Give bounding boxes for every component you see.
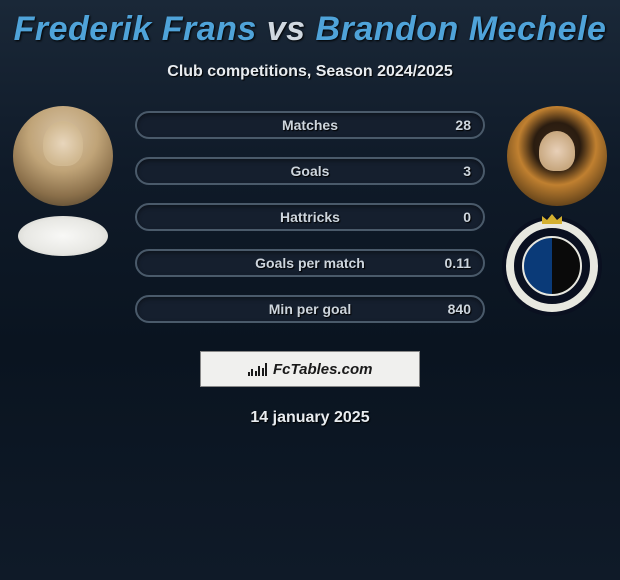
player2-avatar xyxy=(507,106,607,206)
stat-right-value: 840 xyxy=(448,301,471,317)
title: Frederik Frans vs Brandon Mechele xyxy=(0,0,620,49)
date-text: 14 january 2025 xyxy=(0,409,620,427)
brand-box: FcTables.com xyxy=(200,351,420,387)
player2-club-badge xyxy=(502,216,602,316)
infographic-root: Frederik Frans vs Brandon Mechele Club c… xyxy=(0,0,620,580)
stats-bars: Matches 28 Goals 3 Hattricks 0 Goals per… xyxy=(135,111,485,341)
stat-row-matches: Matches 28 xyxy=(135,111,485,139)
stat-right-value: 0 xyxy=(463,209,471,225)
player1-avatar xyxy=(13,106,113,206)
player1-column xyxy=(8,106,118,256)
stat-right-value: 0.11 xyxy=(445,255,471,271)
stat-row-hattricks: Hattricks 0 xyxy=(135,203,485,231)
stat-right-value: 3 xyxy=(463,163,471,179)
stat-row-min-per-goal: Min per goal 840 xyxy=(135,295,485,323)
stat-row-goals-per-match: Goals per match 0.11 xyxy=(135,249,485,277)
crown-icon xyxy=(540,212,564,224)
content-row: Matches 28 Goals 3 Hattricks 0 Goals per… xyxy=(0,106,620,336)
stat-label: Goals per match xyxy=(255,255,365,271)
title-player1: Frederik Frans xyxy=(14,10,257,48)
stat-right-value: 28 xyxy=(455,117,471,133)
badge-ring xyxy=(506,220,598,312)
bar-chart-icon xyxy=(248,362,268,376)
stat-row-goals: Goals 3 xyxy=(135,157,485,185)
brand-text: FcTables.com xyxy=(273,361,372,378)
title-player2: Brandon Mechele xyxy=(316,10,607,48)
subtitle: Club competitions, Season 2024/2025 xyxy=(0,63,620,81)
stat-label: Hattricks xyxy=(280,209,340,225)
title-vs: vs xyxy=(267,10,306,48)
player2-column xyxy=(502,106,612,316)
stat-label: Min per goal xyxy=(269,301,351,317)
stat-label: Goals xyxy=(291,163,330,179)
player1-club-badge xyxy=(18,216,108,256)
stat-label: Matches xyxy=(282,117,338,133)
